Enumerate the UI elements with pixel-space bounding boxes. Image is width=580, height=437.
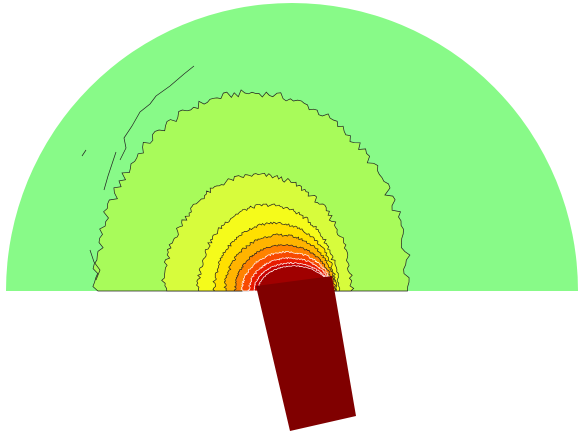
- contour-fragment: [103, 151, 117, 191]
- contour-levels: [6, 2, 578, 292]
- source-block: [256, 276, 356, 431]
- contour-fragment: [89, 249, 101, 281]
- contour-fragment: [81, 149, 87, 157]
- contour-fragment: [119, 65, 195, 161]
